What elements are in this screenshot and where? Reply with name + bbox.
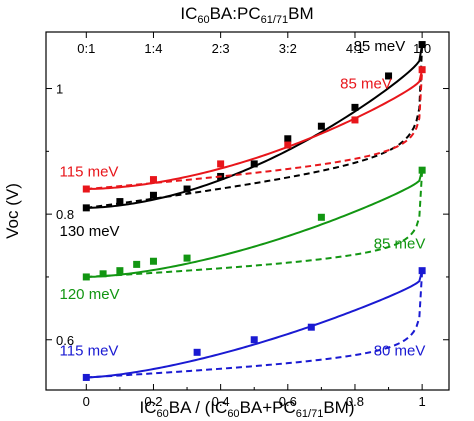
data-point: [183, 185, 191, 193]
data-point: [284, 135, 292, 143]
x-tick-label: 0.6: [279, 394, 297, 409]
top-tick-label: 1:4: [144, 41, 162, 56]
energy-annotation: 80 meV: [374, 342, 426, 359]
x-tick-label: 0.8: [346, 394, 364, 409]
top-tick-label: 2:3: [212, 41, 230, 56]
energy-annotation: 85 meV: [354, 38, 406, 55]
x-tick-label: 0: [83, 394, 90, 409]
fit-curve-dashed: [86, 170, 424, 278]
energy-annotation: 115 meV: [60, 163, 119, 180]
data-point: [149, 191, 157, 199]
y-tick-label: 0.8: [56, 207, 74, 222]
tick-marks: [46, 32, 449, 390]
data-point: [317, 122, 325, 130]
annotation-layer: 85 meV 130 meV 85 meV 115 meV 85 meV 120 meV 1…: [60, 38, 426, 360]
data-point: [82, 185, 90, 193]
data-point: [418, 166, 426, 174]
fit-curve-dashed: [86, 70, 424, 191]
data-point: [284, 141, 292, 149]
energy-annotation: 130 meV: [60, 223, 120, 240]
y-tick-label: 0.6: [56, 333, 74, 348]
plot-frame: [45, 31, 450, 391]
data-point: [385, 72, 393, 80]
data-point: [193, 348, 201, 356]
energy-annotation: 115 meV: [60, 342, 119, 359]
data-point: [351, 116, 359, 124]
data-point: [183, 254, 191, 262]
top-tick-label: 0:1: [77, 41, 95, 56]
x-axis-title: IC60BA / (IC60BA+PC61/71BM): [139, 398, 354, 420]
data-point: [418, 267, 426, 275]
x-tick-label: 0.2: [144, 394, 162, 409]
data-point: [418, 41, 426, 49]
data-point: [133, 260, 141, 268]
tick-labels: 0 0.2 0.4 0.6 0.8 10:1 1:4 2:3 3:2 4:1 1:00.60.81: [56, 41, 431, 409]
data-point: [317, 213, 325, 221]
x-tick-label: 1: [419, 394, 426, 409]
series-3: [82, 267, 426, 381]
data-point: [418, 66, 426, 74]
fit-curve-solid: [86, 169, 424, 278]
series-1: [82, 66, 426, 193]
top-tick-label: 3:2: [279, 41, 297, 56]
data-point: [82, 373, 90, 381]
energy-annotation: 85 meV: [374, 236, 426, 253]
series-layer: [82, 41, 426, 381]
fit-curve-dashed: [86, 45, 424, 209]
y-axis-title: Voc (V): [3, 183, 22, 239]
data-point: [149, 257, 157, 265]
energy-annotation: 120 meV: [60, 286, 120, 303]
x-tick-label: 0.4: [212, 394, 230, 409]
top-axis-title: IC60BA:PC61/71BM: [180, 4, 313, 26]
fit-curve-solid: [86, 44, 424, 209]
series-2: [82, 166, 426, 281]
top-tick-label: 4:1: [346, 41, 364, 56]
data-point: [250, 336, 258, 344]
data-point: [351, 103, 359, 111]
fit-curve-dashed: [86, 270, 424, 379]
data-point: [250, 160, 258, 168]
data-point: [116, 198, 124, 206]
data-point: [307, 323, 315, 331]
data-point: [82, 204, 90, 212]
y-tick-label: 1: [56, 82, 63, 97]
data-point: [217, 160, 225, 168]
fit-curve-solid: [86, 270, 424, 379]
fit-curve-solid: [86, 69, 424, 191]
data-point: [116, 267, 124, 275]
data-point: [82, 273, 90, 281]
data-point: [99, 270, 107, 278]
data-point: [149, 176, 157, 184]
energy-annotation: 85 meV: [340, 76, 392, 93]
